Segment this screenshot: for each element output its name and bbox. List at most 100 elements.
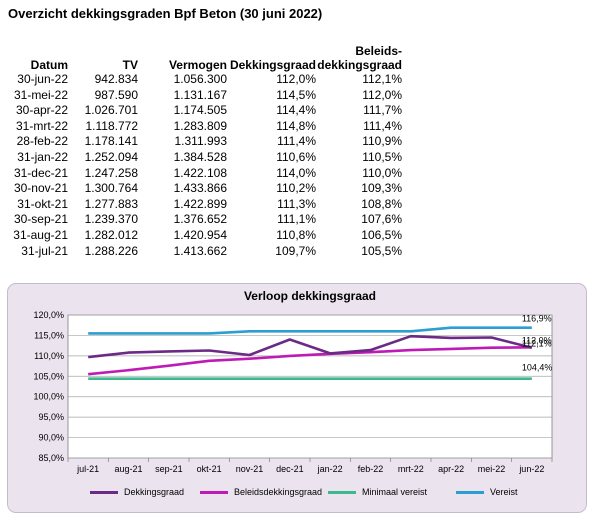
cell-beleidsdekkingsgraad: 112,1% [362, 72, 402, 86]
cell-tv: 1.239.370 [84, 212, 138, 227]
cell-datum: 31-dec-21 [13, 165, 68, 180]
cell-datum: 30-jun-22 [17, 72, 68, 86]
cell-beleidsdekkingsgraad: 112,0% [362, 87, 402, 102]
cell-vermogen: 1.422.108 [173, 165, 227, 180]
cell-dekkingsgraad: 114,4% [276, 103, 316, 118]
x-tick-label: mrt-22 [398, 464, 424, 474]
cell-dekkingsgraad: 111,1% [277, 212, 316, 227]
cell-datum: 31-jul-21 [21, 243, 68, 258]
cell-vermogen: 1.413.662 [173, 243, 227, 258]
cell-datum: 30-nov-21 [13, 181, 68, 196]
cell-datum: 30-apr-22 [15, 103, 68, 118]
legend-swatch [456, 491, 484, 495]
y-tick-label: 105,0% [33, 371, 64, 381]
chart-title: Verloop dekkingsgraad [244, 289, 376, 303]
legend-item-vereist: Vereist [456, 487, 518, 497]
table-row: 30-apr-22 1.026.701 1.174.505 114,4% 111,7% [8, 103, 402, 119]
table-row: 30-nov-21 1.300.764 1.433.866 110,2% 109,3% [8, 181, 402, 197]
cell-tv: 1.288.226 [84, 243, 138, 258]
cell-tv: 1.282.012 [84, 227, 138, 242]
cell-dekkingsgraad: 114,8% [276, 118, 316, 133]
table-row: 30-jun-22 942.834 1.056.300 112,0% 112,1% [8, 72, 402, 88]
cell-tv: 987.590 [94, 87, 138, 102]
cell-dekkingsgraad: 112,0% [276, 72, 316, 86]
col-header-dekkingsgraad: Dekkingsgraad [229, 58, 316, 72]
cell-datum: 31-jan-22 [17, 149, 68, 164]
cell-dekkingsgraad: 110,8% [276, 227, 316, 242]
data-label-dekkingsgraad: 112,0% [522, 336, 552, 346]
legend-label: Minimaal vereist [362, 487, 428, 497]
cell-vermogen: 1.283.809 [173, 118, 227, 133]
col-header-vermogen: Vermogen [168, 58, 227, 72]
x-tick-label: dec-21 [276, 464, 304, 474]
cell-vermogen: 1.311.993 [174, 134, 228, 149]
series-line-dekkingsgraad [88, 334, 533, 359]
data-label-vereist: 116,9% [522, 314, 552, 324]
col-header-beleidsdekkingsgraad: Beleids- dekkingsgraad [316, 44, 402, 72]
cell-vermogen: 1.174.505 [173, 103, 227, 118]
cell-datum: 31-okt-21 [17, 196, 68, 211]
cell-beleidsdekkingsgraad: 110,9% [362, 134, 402, 149]
cell-beleidsdekkingsgraad: 109,3% [361, 181, 402, 196]
x-tick-label: mei-22 [478, 464, 506, 474]
legend-swatch [90, 491, 118, 495]
table-row: 31-mrt-22 1.118.772 1.283.809 114,8% 111,4% [8, 119, 402, 135]
x-tick-label: jan-22 [317, 464, 343, 474]
legend-label: Beleidsdekkingsgraad [234, 487, 323, 497]
x-tick-label: feb-22 [358, 464, 384, 474]
cell-beleidsdekkingsgraad: 110,5% [362, 149, 402, 164]
cell-datum: 31-mrt-22 [15, 118, 68, 133]
cell-beleidsdekkingsgraad: 111,7% [363, 103, 402, 118]
y-tick-label: 85,0% [38, 453, 64, 463]
cell-beleidsdekkingsgraad: 110,0% [362, 165, 402, 180]
cell-tv: 1.277.883 [84, 196, 138, 211]
cell-vermogen: 1.420.954 [173, 227, 227, 242]
legend-item-beleidsdekkingsgraad: Beleidsdekkingsgraad [200, 487, 322, 497]
cell-beleidsdekkingsgraad: 105,5% [361, 243, 402, 258]
table-row: 31-mei-22 987.590 1.131.167 114,5% 112,0% [8, 88, 402, 104]
cell-vermogen: 1.376.652 [173, 212, 227, 227]
cell-vermogen: 1.422.899 [173, 196, 227, 211]
legend-swatch [328, 491, 356, 495]
legend-label: Dekkingsgraad [124, 487, 185, 497]
cell-dekkingsgraad: 111,4% [277, 134, 316, 149]
x-tick-label: aug-21 [114, 464, 142, 474]
legend-item-minimaal-vereist: Minimaal vereist [328, 487, 427, 497]
data-label-minimaal-vereist: 104,4% [522, 363, 553, 373]
x-tick-label: nov-21 [236, 464, 264, 474]
y-tick-label: 95,0% [38, 412, 64, 422]
page-title: Overzicht dekkingsgraden Bpf Beton (30 j… [8, 6, 323, 21]
cell-tv: 1.026.701 [84, 103, 138, 118]
x-tick-label: okt-21 [197, 464, 222, 474]
series-line-beleidsdekkingsgraad [88, 346, 532, 376]
x-tick-label: jul-21 [76, 464, 99, 474]
legend-swatch [200, 491, 228, 495]
col-header-tv: TV [122, 58, 138, 72]
cell-vermogen: 1.384.528 [173, 149, 227, 164]
cell-datum: 31-aug-21 [13, 227, 68, 242]
cell-dekkingsgraad: 114,5% [276, 87, 316, 102]
table-row: 31-jan-22 1.252.094 1.384.528 110,6% 110,5% [8, 150, 402, 166]
col-header-datum: Datum [30, 58, 68, 72]
cell-datum: 31-mei-22 [13, 87, 68, 102]
cell-dekkingsgraad: 111,3% [277, 196, 316, 211]
table-header-row: Datum TV Vermogen Dekkingsgraad Beleids-… [8, 44, 402, 72]
cell-beleidsdekkingsgraad: 108,8% [361, 196, 402, 211]
table-row: 31-okt-21 1.277.883 1.422.899 111,3% 108,8% [8, 197, 402, 213]
cell-beleidsdekkingsgraad: 107,6% [361, 212, 402, 227]
cell-tv: 942.834 [94, 72, 138, 86]
cell-vermogen: 1.131.167 [173, 87, 227, 102]
y-tick-label: 90,0% [38, 433, 64, 443]
data-label-beleidsdekkingsgraad: 112,1% [522, 338, 552, 348]
cell-datum: 30-sep-21 [13, 212, 68, 227]
x-tick-label: jun-22 [518, 464, 544, 474]
table-row: 30-sep-21 1.239.370 1.376.652 111,1% 107,6% [8, 212, 402, 228]
cell-tv: 1.118.772 [85, 118, 139, 133]
legend-item-dekkingsgraad: Dekkingsgraad [90, 487, 184, 497]
cell-beleidsdekkingsgraad: 111,4% [363, 118, 402, 133]
y-tick-label: 120,0% [33, 310, 64, 320]
cell-dekkingsgraad: 109,7% [275, 243, 316, 258]
coverage-table: Datum TV Vermogen Dekkingsgraad Beleids-… [8, 44, 402, 259]
table-row: 31-dec-21 1.247.258 1.422.108 114,0% 110,0% [8, 166, 402, 182]
